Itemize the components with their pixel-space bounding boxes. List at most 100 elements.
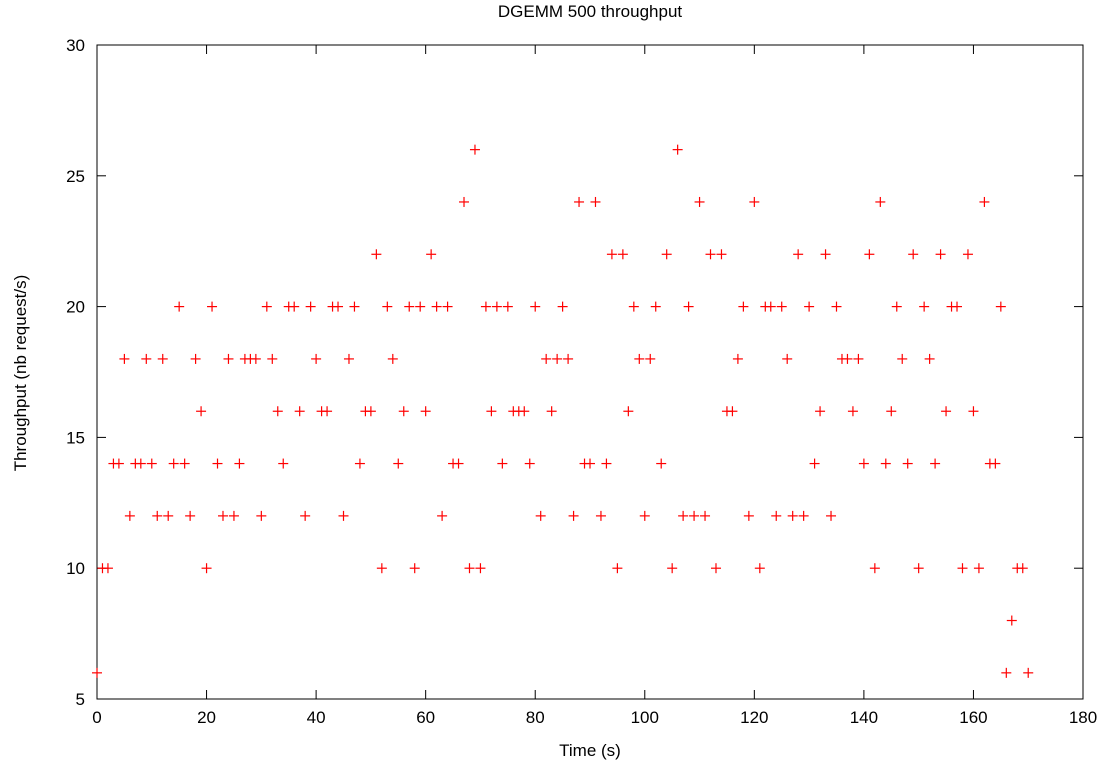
data-point xyxy=(700,510,711,521)
data-point xyxy=(568,510,579,521)
data-point xyxy=(272,406,283,417)
data-point xyxy=(223,353,234,364)
x-axis-label: Time (s) xyxy=(559,741,621,760)
data-point xyxy=(716,249,727,260)
data-point xyxy=(371,249,382,260)
data-point xyxy=(968,406,979,417)
x-tick-label: 40 xyxy=(307,708,326,727)
x-tick-label: 80 xyxy=(526,708,545,727)
data-point xyxy=(404,301,415,312)
data-point xyxy=(765,301,776,312)
data-point xyxy=(92,667,102,678)
x-tick-label: 60 xyxy=(416,708,435,727)
data-point xyxy=(453,458,464,469)
data-point xyxy=(393,458,404,469)
data-point xyxy=(815,406,826,417)
data-point xyxy=(787,510,798,521)
data-point xyxy=(743,510,754,521)
data-point xyxy=(376,563,387,574)
data-point xyxy=(124,510,135,521)
data-point xyxy=(382,301,393,312)
data-point xyxy=(174,301,185,312)
data-point xyxy=(738,301,749,312)
data-point xyxy=(563,353,574,364)
data-point xyxy=(590,196,601,207)
data-point xyxy=(1001,667,1012,678)
data-point xyxy=(300,510,311,521)
data-point xyxy=(990,458,1001,469)
data-point xyxy=(557,301,568,312)
data-point xyxy=(639,510,650,521)
data-point xyxy=(727,406,738,417)
data-point xyxy=(574,196,585,207)
data-point xyxy=(678,510,689,521)
data-point xyxy=(645,353,656,364)
data-point xyxy=(694,196,705,207)
data-point xyxy=(689,510,700,521)
data-point xyxy=(1017,563,1028,574)
data-point xyxy=(420,406,431,417)
data-point xyxy=(354,458,365,469)
data-point xyxy=(502,301,513,312)
data-point xyxy=(552,353,563,364)
data-point xyxy=(667,563,678,574)
data-point xyxy=(305,301,316,312)
data-point xyxy=(858,458,869,469)
data-point xyxy=(897,353,908,364)
data-point xyxy=(497,458,508,469)
data-point xyxy=(672,144,683,155)
data-point xyxy=(185,510,196,521)
data-point xyxy=(595,510,606,521)
y-tick-label: 10 xyxy=(66,559,85,578)
data-point xyxy=(798,510,809,521)
y-tick-label: 30 xyxy=(66,36,85,55)
data-point xyxy=(623,406,634,417)
data-point xyxy=(891,301,902,312)
data-point xyxy=(732,353,743,364)
data-point xyxy=(179,458,190,469)
data-point xyxy=(141,353,152,364)
data-point xyxy=(919,301,930,312)
data-point xyxy=(908,249,919,260)
data-point xyxy=(869,563,880,574)
data-point xyxy=(606,249,617,260)
axes: 0 20 40 60 80 100 120 140 160 180 5 10 15 20 25 30 xyxy=(66,36,1097,727)
data-point xyxy=(228,510,239,521)
data-point xyxy=(190,353,201,364)
data-point xyxy=(546,406,557,417)
data-point xyxy=(475,563,486,574)
data-point xyxy=(201,563,212,574)
data-point xyxy=(650,301,661,312)
data-point xyxy=(119,353,130,364)
data-point xyxy=(415,301,426,312)
data-point xyxy=(535,510,546,521)
data-point xyxy=(387,353,398,364)
data-point xyxy=(962,249,973,260)
data-point xyxy=(212,458,223,469)
data-point xyxy=(886,406,897,417)
data-point xyxy=(661,249,672,260)
data-point xyxy=(710,563,721,574)
data-point xyxy=(250,353,261,364)
data-point xyxy=(426,249,437,260)
data-point xyxy=(793,249,804,260)
data-point xyxy=(491,301,502,312)
data-point xyxy=(163,510,174,521)
data-point xyxy=(831,301,842,312)
data-point xyxy=(261,301,272,312)
data-point xyxy=(628,301,639,312)
y-tick-label: 15 xyxy=(66,428,85,447)
data-point xyxy=(207,301,218,312)
data-point xyxy=(365,406,376,417)
data-point xyxy=(519,406,530,417)
data-point xyxy=(995,301,1006,312)
y-tick-label: 5 xyxy=(76,690,85,709)
data-point xyxy=(289,301,300,312)
data-point xyxy=(776,301,787,312)
chart-title: DGEMM 500 throughput xyxy=(498,2,683,21)
data-point xyxy=(294,406,305,417)
x-tick-label: 160 xyxy=(959,708,987,727)
data-point xyxy=(826,510,837,521)
y-tick-label: 20 xyxy=(66,298,85,317)
